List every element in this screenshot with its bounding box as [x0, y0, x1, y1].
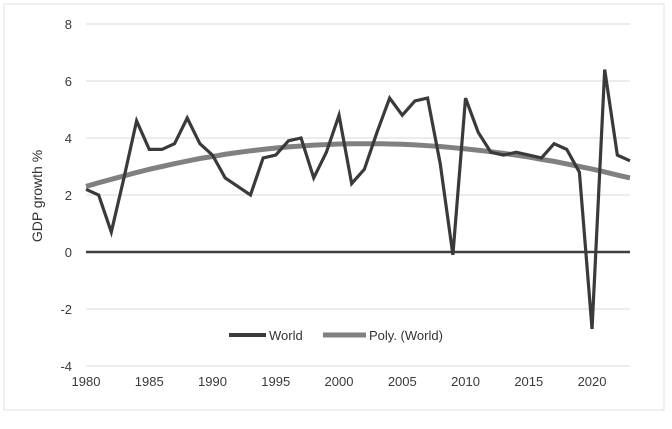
y-tick-label: -2 — [60, 302, 72, 317]
x-tick-label: 1990 — [198, 374, 227, 389]
series-lines — [85, 69, 631, 330]
legend: World Poly. (World) — [229, 328, 443, 343]
x-tick-label: 2000 — [325, 374, 354, 389]
y-tick-label: 2 — [65, 188, 72, 203]
x-axis-tick-labels: 1980 1985 1990 1995 2000 2005 2010 2015 2020 — [72, 374, 607, 389]
y-tick-label: 6 — [65, 74, 72, 89]
x-tick-label: 2005 — [388, 374, 417, 389]
chart-frame — [3, 3, 665, 411]
y-axis-title: GDP growth % — [29, 150, 45, 242]
legend-label-world: World — [269, 328, 303, 343]
y-axis-tick-labels: -4 -2 0 2 4 6 8 — [60, 17, 72, 374]
y-tick-label: 4 — [65, 131, 72, 146]
x-tick-label: 1980 — [72, 374, 101, 389]
x-tick-label: 2010 — [451, 374, 480, 389]
gridlines — [86, 23, 630, 367]
y-tick-label: 0 — [65, 245, 72, 260]
x-tick-label: 1995 — [261, 374, 290, 389]
x-tick-label: 1985 — [135, 374, 164, 389]
x-tick-label: 2020 — [578, 374, 607, 389]
series-line-world — [85, 69, 631, 330]
legend-label-poly-world: Poly. (World) — [369, 328, 443, 343]
y-tick-label: -4 — [60, 359, 72, 374]
y-tick-label: 8 — [65, 17, 72, 32]
x-tick-label: 2015 — [514, 374, 543, 389]
